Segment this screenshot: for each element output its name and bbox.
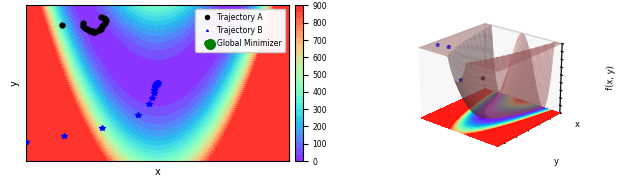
Y-axis label: y: y	[10, 80, 20, 86]
X-axis label: x: x	[154, 167, 160, 177]
Legend: Trajectory A, Trajectory B, Global Minimizer: Trajectory A, Trajectory B, Global Minim…	[195, 9, 285, 52]
X-axis label: x: x	[575, 120, 580, 129]
Y-axis label: y: y	[554, 156, 559, 165]
